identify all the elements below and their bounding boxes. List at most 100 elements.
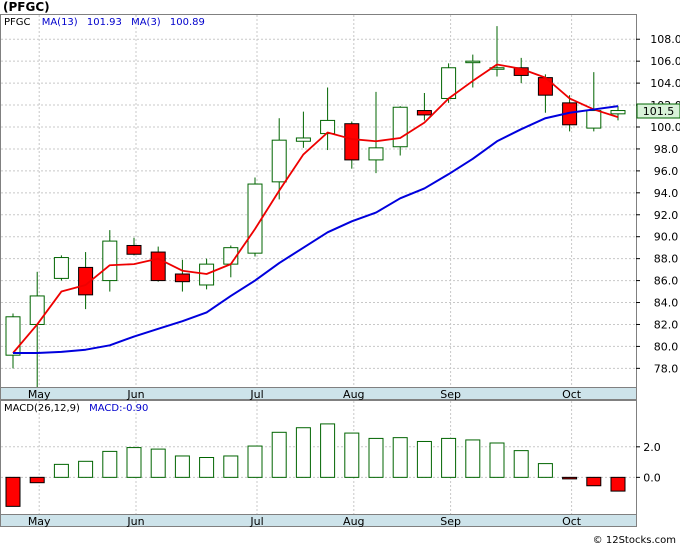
macd-x-axis-strip bbox=[0, 514, 637, 527]
macd-y-ticks: 2.0 0.0 bbox=[636, 441, 661, 484]
macd-x-tick-label: Sep bbox=[440, 515, 461, 528]
price-x-tick-label: Jul bbox=[249, 388, 263, 401]
price-y-tick-label: 88.0 bbox=[654, 253, 679, 266]
candle bbox=[610, 106, 626, 121]
candle bbox=[586, 72, 602, 132]
macd-panel: 2.0 0.0 MACD(26,12,9) MACD:-0.90 bbox=[0, 400, 661, 515]
price-x-tick-label: Oct bbox=[562, 388, 582, 401]
macd-y-tick-label: 0.0 bbox=[643, 471, 661, 484]
price-x-axis-strip bbox=[0, 387, 637, 400]
macd-bar-positive bbox=[271, 431, 287, 478]
price-y-ticks: 78.0 80.0 82.0 84.0 86.0 88.0 90.0 92.0 94.0 96.0… bbox=[636, 33, 680, 375]
macd-bar-positive bbox=[295, 427, 311, 478]
macd-bar-positive bbox=[513, 450, 529, 478]
candle-body-up bbox=[368, 147, 384, 161]
candle-body-up bbox=[53, 257, 69, 279]
macd-bar-positive bbox=[344, 432, 360, 478]
price-x-ticks: May Jun Jul Aug Sep Oct bbox=[28, 388, 582, 401]
macd-bar-positive bbox=[223, 455, 239, 478]
candle-body-up bbox=[247, 183, 263, 254]
macd-bar-negative bbox=[586, 476, 602, 487]
macd-x-tick-label: May bbox=[28, 515, 51, 528]
candle-body-up bbox=[5, 316, 21, 356]
candle bbox=[53, 255, 69, 281]
candle-body-up bbox=[586, 110, 602, 129]
candle bbox=[5, 313, 21, 369]
price-y-tick-label: 104.0 bbox=[650, 77, 680, 90]
macd-bar-negative bbox=[610, 476, 626, 492]
ma3-legend-label: MA(3) bbox=[131, 17, 161, 28]
macd-bar-positive bbox=[126, 447, 142, 478]
candle bbox=[416, 92, 432, 121]
macd-x-tick-label: Jul bbox=[249, 515, 263, 528]
price-panel-frame bbox=[0, 14, 637, 388]
candle-body-up bbox=[295, 137, 311, 142]
macd-bar-negative bbox=[562, 476, 578, 480]
candle bbox=[126, 237, 142, 256]
price-x-tick-label: Jun bbox=[126, 388, 144, 401]
legend-ticker-label: PFGC bbox=[4, 17, 31, 28]
candle bbox=[392, 106, 408, 156]
macd-x-tick-label: Oct bbox=[562, 515, 582, 528]
macd-bar-positive bbox=[247, 445, 263, 478]
price-x-tick-label: Sep bbox=[440, 388, 461, 401]
last-price-value: 101.5 bbox=[643, 105, 675, 118]
macd-bar-negative bbox=[29, 476, 45, 484]
candle bbox=[29, 271, 45, 393]
price-y-tick-label: 106.0 bbox=[650, 55, 680, 68]
macd-bar-negative bbox=[5, 476, 21, 507]
macd-bar-positive bbox=[416, 440, 432, 478]
candle-body-up bbox=[271, 139, 287, 183]
ma13-legend-label: MA(13) bbox=[42, 17, 78, 28]
price-y-tick-label: 98.0 bbox=[654, 143, 679, 156]
ma13-line bbox=[13, 105, 619, 354]
macd-x-tick-label: Aug bbox=[343, 515, 364, 528]
macd-value-label: MACD:-0.90 bbox=[89, 403, 148, 414]
candle-body-down bbox=[416, 110, 432, 116]
ma3-legend-value: 100.89 bbox=[170, 17, 205, 28]
candle bbox=[344, 121, 360, 169]
macd-bar-positive bbox=[102, 450, 118, 478]
price-panel: 78.0 80.0 82.0 84.0 86.0 88.0 90.0 92.0 94.0 96.0… bbox=[0, 0, 680, 393]
candle-body-down bbox=[78, 266, 94, 296]
macd-x-ticks: May Jun Jul Aug Sep Oct bbox=[28, 515, 582, 528]
macd-bar-positive bbox=[537, 463, 553, 478]
ma13-legend: PFGC MA(13) 101.93 MA(3) 100.89 bbox=[4, 17, 205, 28]
ticker-label: (PFGC) bbox=[3, 0, 50, 14]
price-x-tick-label: May bbox=[28, 388, 51, 401]
candle bbox=[368, 91, 384, 174]
candle-body-up bbox=[102, 240, 118, 282]
price-y-tick-label: 82.0 bbox=[654, 318, 679, 331]
macd-bar-positive bbox=[150, 448, 166, 478]
candle-body-up bbox=[392, 106, 408, 148]
macd-x-tick-label: Jun bbox=[126, 515, 144, 528]
macd-bar-positive bbox=[320, 423, 336, 478]
price-x-tick-label: Aug bbox=[343, 388, 364, 401]
candle-body-down bbox=[174, 273, 190, 283]
macd-bar-positive bbox=[489, 442, 505, 478]
price-y-tick-label: 84.0 bbox=[654, 297, 679, 310]
candle bbox=[78, 252, 94, 310]
last-price-tag: 101.5 bbox=[636, 103, 680, 119]
price-y-tick-label: 80.0 bbox=[654, 340, 679, 353]
watermark: © 12Stocks.com bbox=[593, 535, 676, 546]
macd-bar-positive bbox=[441, 437, 457, 478]
price-y-tick-label: 94.0 bbox=[654, 187, 679, 200]
candle-body-down bbox=[126, 244, 142, 255]
candle-body-up bbox=[465, 60, 481, 64]
candle-body-up bbox=[610, 110, 626, 115]
macd-panel-frame bbox=[0, 400, 637, 515]
macd-legend: MACD(26,12,9) MACD:-0.90 bbox=[4, 403, 148, 414]
macd-bars bbox=[5, 423, 626, 507]
candle bbox=[441, 63, 457, 103]
candle bbox=[247, 177, 263, 257]
macd-bar-positive bbox=[174, 455, 190, 478]
candle-body-down bbox=[150, 251, 166, 282]
price-y-tick-label: 86.0 bbox=[654, 275, 679, 288]
candle bbox=[102, 230, 118, 292]
candle bbox=[271, 118, 287, 200]
candle-body-down bbox=[537, 77, 553, 96]
candle bbox=[295, 111, 311, 148]
macd-params-label: MACD(26,12,9) bbox=[4, 403, 80, 414]
